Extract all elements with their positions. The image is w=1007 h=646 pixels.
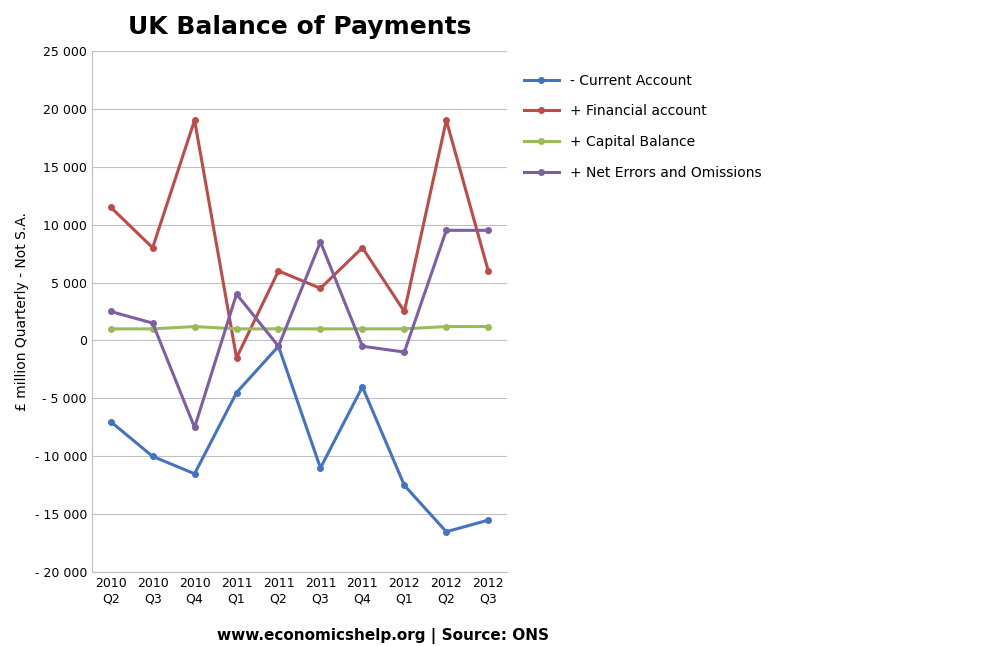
+ Financial account xyxy=(440,116,452,124)
+ Financial account xyxy=(147,244,159,251)
- Current Account xyxy=(273,342,285,350)
+ Capital Balance xyxy=(105,325,117,333)
+ Net Errors and Omissions xyxy=(105,307,117,315)
Line: - Current Account: - Current Account xyxy=(108,344,491,534)
+ Financial account xyxy=(231,354,243,362)
+ Net Errors and Omissions xyxy=(356,342,369,350)
- Current Account xyxy=(399,481,411,489)
+ Financial account xyxy=(356,244,369,251)
+ Capital Balance xyxy=(314,325,326,333)
- Current Account xyxy=(356,383,369,391)
+ Net Errors and Omissions xyxy=(147,319,159,327)
Title: UK Balance of Payments: UK Balance of Payments xyxy=(128,15,471,39)
- Current Account xyxy=(314,464,326,472)
Line: + Financial account: + Financial account xyxy=(108,118,491,360)
+ Capital Balance xyxy=(231,325,243,333)
+ Financial account xyxy=(273,267,285,275)
+ Capital Balance xyxy=(188,322,200,330)
- Current Account xyxy=(440,528,452,536)
Line: + Capital Balance: + Capital Balance xyxy=(108,324,491,331)
+ Financial account xyxy=(314,284,326,292)
Legend: - Current Account, + Financial account, + Capital Balance, + Net Errors and Omis: - Current Account, + Financial account, … xyxy=(519,68,766,185)
- Current Account xyxy=(482,516,494,524)
+ Capital Balance xyxy=(399,325,411,333)
Text: www.economicshelp.org | Source: ONS: www.economicshelp.org | Source: ONS xyxy=(217,627,549,643)
+ Financial account xyxy=(105,203,117,211)
Y-axis label: £ million Quarterly - Not S.A.: £ million Quarterly - Not S.A. xyxy=(15,212,29,411)
+ Net Errors and Omissions xyxy=(188,424,200,432)
+ Financial account xyxy=(399,307,411,315)
+ Financial account xyxy=(188,116,200,124)
+ Net Errors and Omissions xyxy=(440,227,452,234)
+ Net Errors and Omissions xyxy=(231,290,243,298)
+ Capital Balance xyxy=(482,322,494,330)
+ Capital Balance xyxy=(356,325,369,333)
- Current Account xyxy=(231,389,243,397)
+ Net Errors and Omissions xyxy=(399,348,411,356)
+ Financial account xyxy=(482,267,494,275)
+ Net Errors and Omissions xyxy=(314,238,326,246)
- Current Account xyxy=(105,418,117,426)
+ Capital Balance xyxy=(440,322,452,330)
Line: + Net Errors and Omissions: + Net Errors and Omissions xyxy=(108,227,491,430)
- Current Account xyxy=(188,470,200,477)
+ Capital Balance xyxy=(147,325,159,333)
+ Net Errors and Omissions xyxy=(273,342,285,350)
+ Net Errors and Omissions xyxy=(482,227,494,234)
+ Capital Balance xyxy=(273,325,285,333)
- Current Account xyxy=(147,452,159,460)
